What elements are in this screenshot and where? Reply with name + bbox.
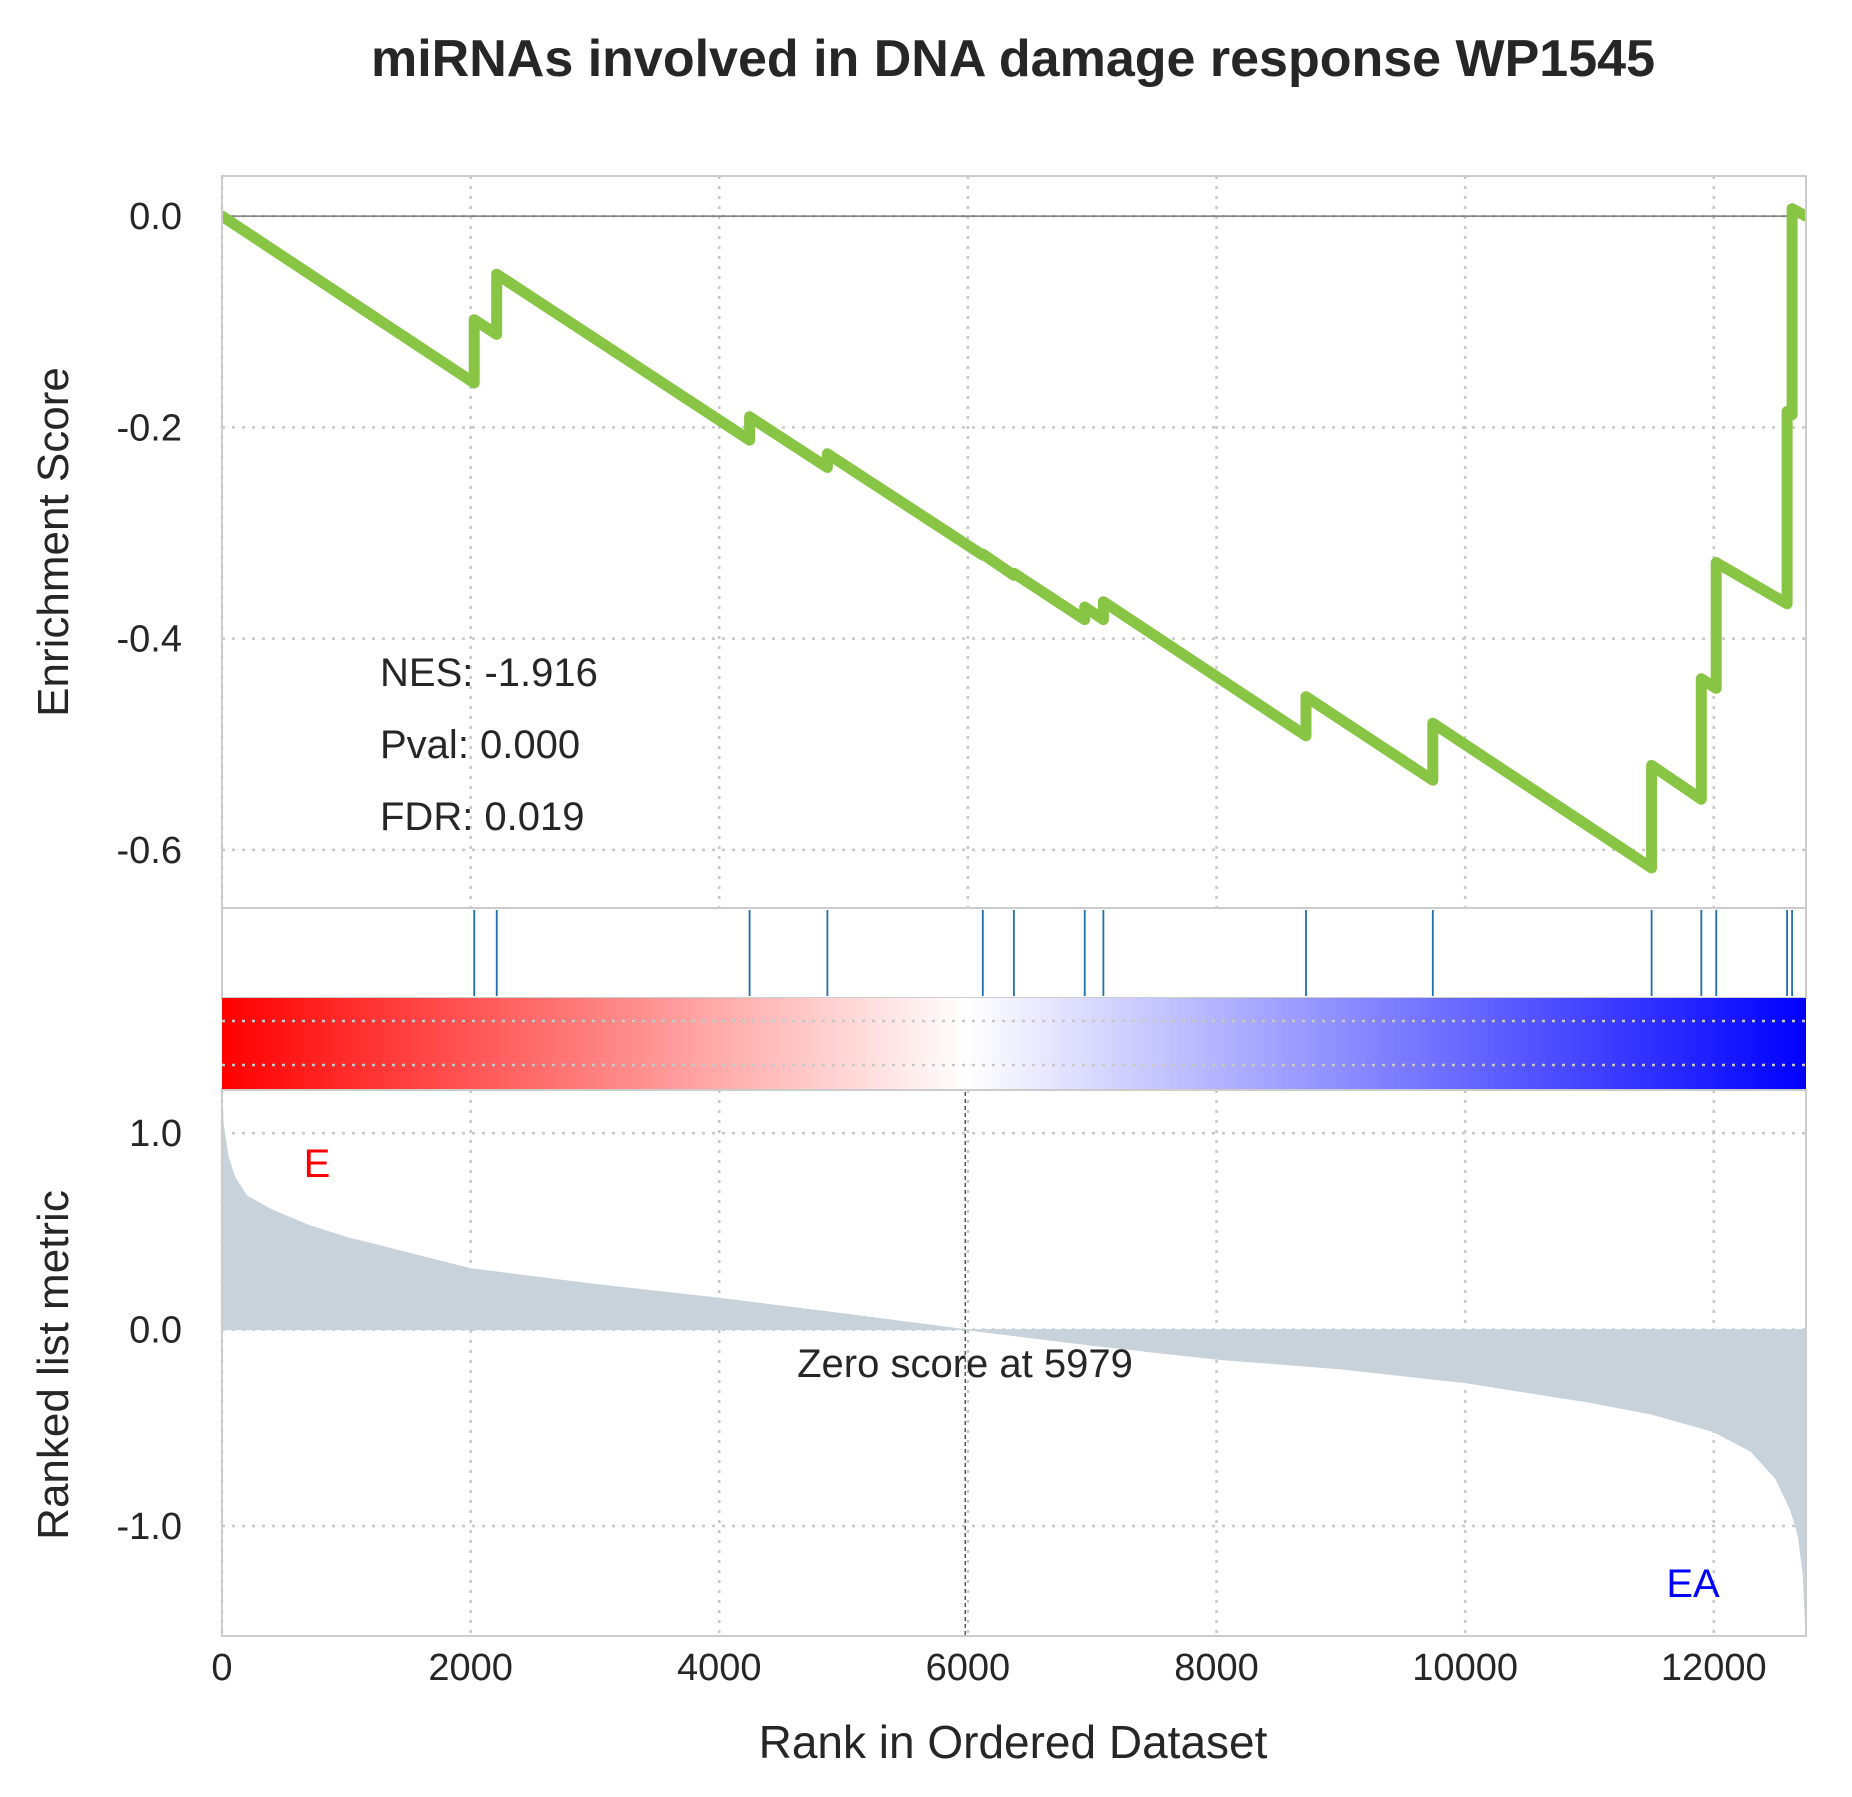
- fdr-annotation: FDR: 0.019: [380, 795, 585, 839]
- x-tick-label: 8000: [1174, 1647, 1259, 1689]
- chart-title: miRNAs involved in DNA damage response W…: [371, 30, 1655, 88]
- ranked-metric-y-tick-label: 0.0: [129, 1310, 182, 1352]
- nes-annotation: NES: -1.916: [380, 651, 598, 695]
- enrichment-y-tick-label: -0.6: [117, 830, 182, 872]
- color-bar-grid: [222, 1019, 1806, 1067]
- x-tick-label: 12000: [1661, 1647, 1767, 1689]
- pval-annotation: Pval: 0.000: [380, 723, 580, 767]
- right-end-label: EA: [1666, 1562, 1720, 1606]
- ranked-metric-area: [222, 1093, 1806, 1635]
- enrichment-y-axis-label: Enrichment Score: [29, 367, 78, 717]
- x-tick-label: 6000: [926, 1647, 1011, 1689]
- ranked-metric-y-tick-labels: 1.0 0.0 -1.0: [117, 1113, 182, 1548]
- hits-panel: [473, 910, 1793, 996]
- enrichment-y-tick-label: -0.2: [117, 407, 182, 449]
- enrichment-y-tick-label: 0.0: [129, 196, 182, 238]
- left-end-label: E: [304, 1142, 331, 1186]
- x-tick-label: 2000: [428, 1647, 513, 1689]
- ranked-metric-series: [222, 1092, 1806, 1636]
- ranked-metric-y-tick-label: -1.0: [117, 1506, 182, 1548]
- enrichment-series: [222, 203, 1806, 874]
- x-tick-label: 10000: [1412, 1647, 1518, 1689]
- rank-color-bar: [222, 998, 1806, 1090]
- x-tick-labels: 0 2000 4000 6000 8000 10000 12000: [211, 1647, 1766, 1689]
- enrichment-y-tick-label: -0.4: [117, 619, 182, 661]
- x-axis-label: Rank in Ordered Dataset: [759, 1716, 1268, 1768]
- ranked-metric-y-tick-label: 1.0: [129, 1113, 182, 1155]
- x-tick-label: 0: [211, 1647, 232, 1689]
- enrichment-score-line: [222, 203, 1806, 874]
- x-tick-label: 4000: [677, 1647, 762, 1689]
- enrichment-y-tick-labels: 0.0 -0.2 -0.4 -0.6: [117, 196, 182, 872]
- zero-score-label: Zero score at 5979: [797, 1342, 1133, 1386]
- ranked-metric-y-axis-label: Ranked list metric: [29, 1190, 78, 1540]
- ranked-metric-plot-frame: [221, 1089, 1807, 1637]
